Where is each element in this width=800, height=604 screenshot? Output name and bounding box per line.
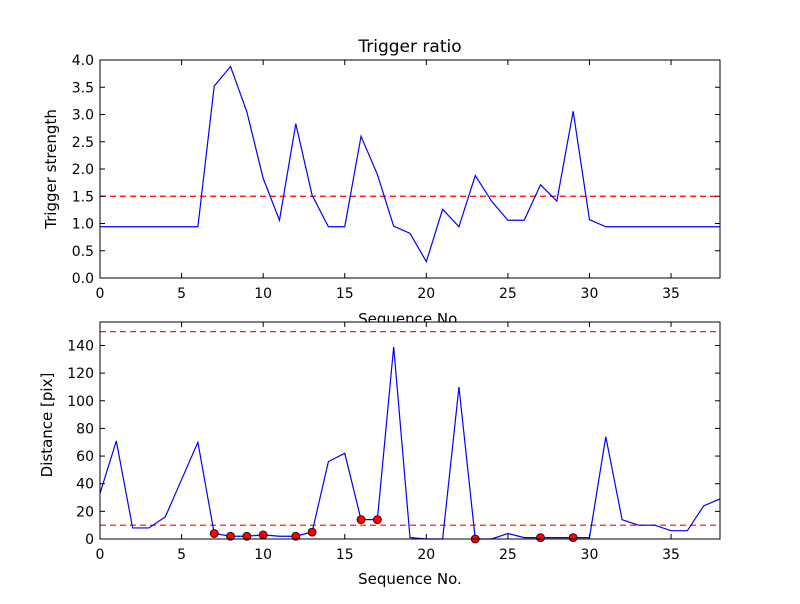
y-tick-label: 80 bbox=[76, 421, 94, 437]
series-group bbox=[99, 346, 721, 540]
x-tick-label: 30 bbox=[581, 547, 599, 563]
y-tick-label: 4.0 bbox=[72, 53, 94, 69]
data-point-marker bbox=[291, 531, 301, 541]
y-tick-label: 3.0 bbox=[72, 108, 94, 124]
plot-background bbox=[100, 60, 720, 278]
y-tick-label: 40 bbox=[76, 477, 94, 493]
threshold-lines bbox=[100, 331, 720, 526]
y-tick-label: 120 bbox=[67, 366, 94, 382]
x-tick-label: 5 bbox=[177, 547, 186, 563]
plot-area bbox=[100, 322, 720, 539]
series-group bbox=[100, 65, 720, 264]
y-tick-label: 140 bbox=[67, 338, 94, 354]
plot-area bbox=[100, 60, 720, 278]
x-tick-label: 5 bbox=[177, 286, 186, 302]
x-axis-ticks: 0 5 10 15 20 25 30 35 bbox=[96, 322, 680, 563]
axes-frame bbox=[99, 59, 721, 279]
x-tick-label: 20 bbox=[417, 547, 435, 563]
data-point-marker bbox=[307, 527, 317, 537]
trigger-ratio-chart: Trigger ratio 0 5 10 15 20 25 30 35 0.0 0.5 1.0 1.… bbox=[42, 37, 721, 328]
y-tick-label: 0.0 bbox=[72, 271, 94, 287]
x-tick-label: 10 bbox=[254, 286, 272, 302]
y-tick-label: 60 bbox=[76, 449, 94, 465]
axes-frame bbox=[99, 321, 721, 540]
y-tick-label: 0 bbox=[85, 532, 94, 548]
x-tick-label: 0 bbox=[96, 547, 105, 563]
plot-background bbox=[100, 322, 720, 539]
distance-chart: 0 5 10 15 20 25 30 35 0 20 40 60 80 100 120 140 Sequen… bbox=[38, 321, 721, 588]
x-tick-label: 25 bbox=[499, 547, 517, 563]
x-tick-label: 0 bbox=[96, 286, 105, 302]
x-tick-label: 20 bbox=[417, 286, 435, 302]
y-tick-label: 1.0 bbox=[72, 217, 94, 233]
x-tick-label: 35 bbox=[662, 286, 680, 302]
x-tick-label: 15 bbox=[336, 547, 354, 563]
data-point-marker bbox=[536, 533, 545, 543]
data-point-marker bbox=[568, 533, 578, 543]
x-axis-label: Sequence No. bbox=[358, 570, 462, 588]
data-point-marker bbox=[372, 515, 382, 525]
x-tick-label: 10 bbox=[254, 547, 272, 563]
x-tick-label: 25 bbox=[499, 286, 517, 302]
y-tick-label: 0.5 bbox=[72, 244, 94, 260]
y-tick-label: 100 bbox=[67, 394, 94, 410]
y-tick-label: 2.5 bbox=[72, 135, 94, 151]
y-tick-label: 20 bbox=[76, 504, 94, 520]
y-tick-label: 1.5 bbox=[72, 189, 94, 205]
y-tick-label: 3.5 bbox=[72, 80, 94, 96]
x-tick-label: 35 bbox=[662, 547, 680, 563]
y-axis-label: Distance [pix] bbox=[38, 373, 56, 478]
series-line bbox=[99, 346, 721, 540]
axes-border bbox=[99, 321, 721, 540]
data-point-marker bbox=[356, 515, 366, 525]
y-tick-label: 2.0 bbox=[72, 162, 94, 178]
data-point-marker bbox=[242, 531, 252, 541]
x-tick-label: 15 bbox=[336, 286, 354, 302]
data-point-marker bbox=[209, 529, 219, 538]
x-tick-label: 30 bbox=[581, 286, 599, 302]
axes-border bbox=[99, 59, 721, 279]
data-point-marker bbox=[226, 531, 235, 541]
series-line bbox=[100, 65, 720, 264]
x-axis-ticks: 0 5 10 15 20 25 30 35 bbox=[96, 60, 680, 302]
y-axis-ticks: 0 20 40 60 80 100 120 140 bbox=[67, 338, 720, 548]
y-axis-label: Trigger strength bbox=[42, 109, 60, 230]
y-axis-ticks: 0.0 0.5 1.0 1.5 2.0 2.5 3.0 3.5 4.0 bbox=[72, 53, 720, 287]
chart-title: Trigger ratio bbox=[357, 37, 461, 57]
